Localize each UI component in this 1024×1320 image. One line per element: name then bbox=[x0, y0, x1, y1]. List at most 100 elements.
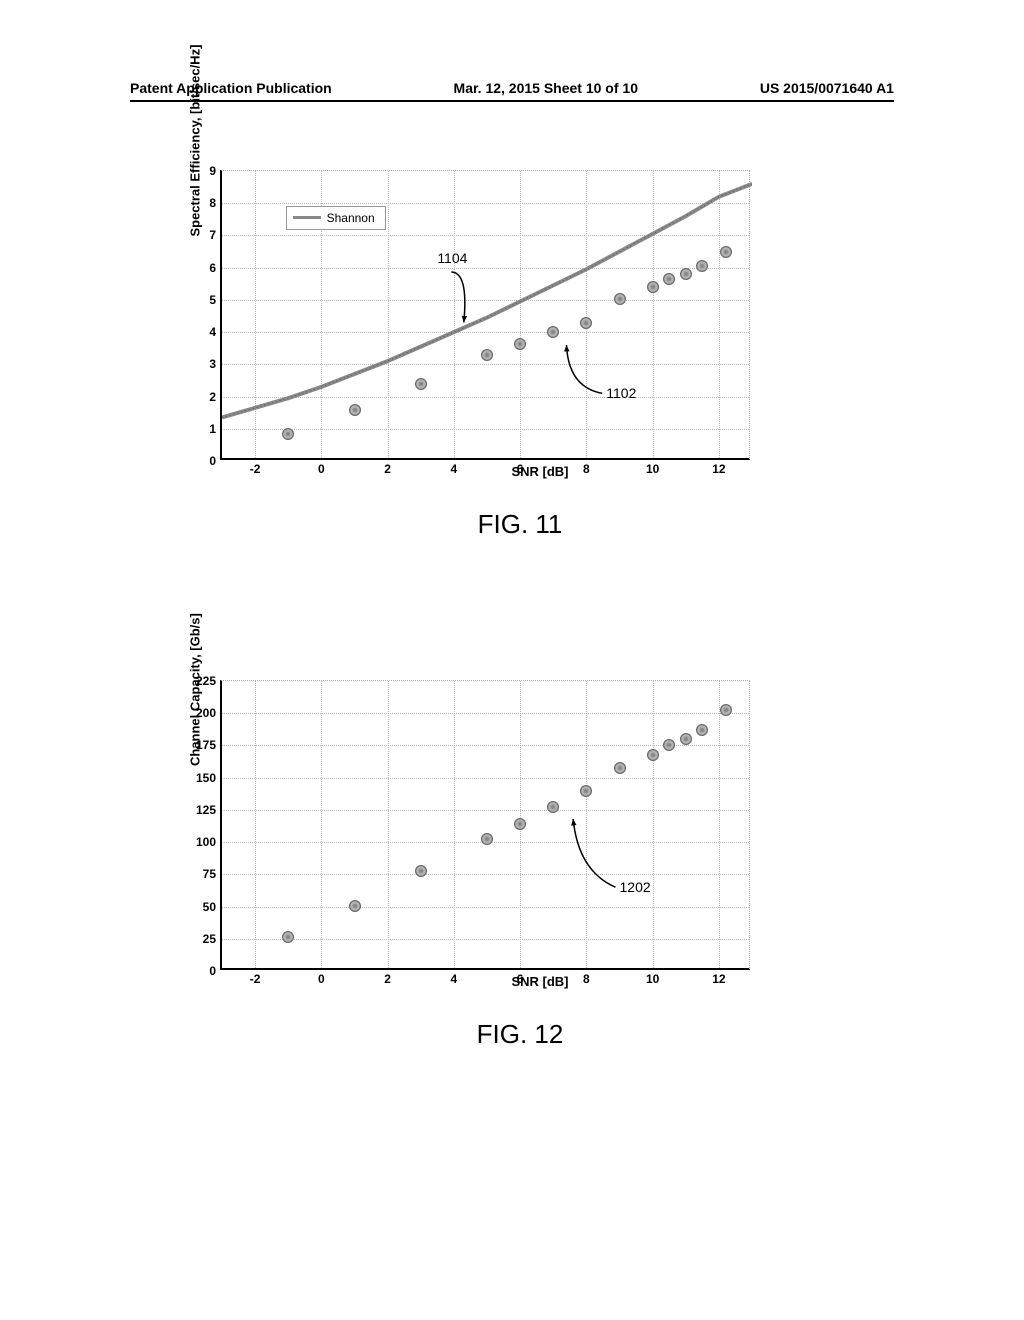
gridline-h bbox=[222, 939, 749, 940]
scatter-point bbox=[514, 338, 526, 350]
xtick-label: 10 bbox=[646, 458, 659, 476]
gridline-h bbox=[222, 397, 749, 398]
fig12-xlabel: SNR [dB] bbox=[250, 974, 830, 989]
scatter-point bbox=[349, 404, 361, 416]
fig11-ylabel: Spectral Efficiency, [bit/sec/Hz] bbox=[188, 44, 203, 236]
scatter-point bbox=[580, 785, 592, 797]
gridline-v bbox=[454, 681, 455, 968]
gridline-v bbox=[653, 171, 654, 458]
gridline-h bbox=[222, 778, 749, 779]
annotation-label: 1102 bbox=[606, 385, 636, 401]
gridline-v bbox=[653, 681, 654, 968]
gridline-h bbox=[222, 268, 749, 269]
scatter-point bbox=[614, 293, 626, 305]
gridline-h bbox=[222, 300, 749, 301]
scatter-point bbox=[415, 865, 427, 877]
scatter-point bbox=[680, 268, 692, 280]
gridline-h bbox=[222, 332, 749, 333]
ytick-label: 7 bbox=[209, 228, 222, 242]
figure-11: Spectral Efficiency, [bit/sec/Hz] 012345… bbox=[180, 170, 830, 540]
legend-label: Shannon bbox=[327, 211, 375, 225]
ytick-label: 6 bbox=[209, 261, 222, 275]
chart-overlay bbox=[222, 681, 752, 971]
ytick-label: 200 bbox=[196, 706, 222, 720]
ytick-label: 0 bbox=[209, 964, 222, 978]
ytick-label: 125 bbox=[196, 803, 222, 817]
gridline-h bbox=[222, 713, 749, 714]
scatter-point bbox=[663, 273, 675, 285]
page-header: Patent Application Publication Mar. 12, … bbox=[130, 80, 894, 102]
fig11-plot-area: 0123456789-202468101211041102Shannon bbox=[220, 170, 750, 460]
xtick-label: 6 bbox=[517, 458, 524, 476]
xtick-label: 4 bbox=[451, 968, 458, 986]
xtick-label: 0 bbox=[318, 458, 325, 476]
scatter-point bbox=[415, 378, 427, 390]
xtick-label: 12 bbox=[712, 458, 725, 476]
annotation-label: 1104 bbox=[437, 250, 467, 266]
scatter-point bbox=[514, 818, 526, 830]
fig12-plot-area: 0255075100125150175200225-20246810121202 bbox=[220, 680, 750, 970]
scatter-point bbox=[282, 931, 294, 943]
scatter-point bbox=[282, 428, 294, 440]
gridline-v bbox=[520, 171, 521, 458]
scatter-point bbox=[647, 281, 659, 293]
fig11-title: FIG. 11 bbox=[210, 509, 830, 540]
ytick-label: 0 bbox=[209, 454, 222, 468]
scatter-point bbox=[663, 739, 675, 751]
gridline-h bbox=[222, 203, 749, 204]
legend: Shannon bbox=[286, 206, 386, 230]
scatter-point bbox=[580, 317, 592, 329]
gridline-h bbox=[222, 810, 749, 811]
ytick-label: 75 bbox=[203, 867, 222, 881]
scatter-point bbox=[547, 801, 559, 813]
gridline-h bbox=[222, 429, 749, 430]
ytick-label: 100 bbox=[196, 835, 222, 849]
fig12-title: FIG. 12 bbox=[210, 1019, 830, 1050]
ytick-label: 50 bbox=[203, 900, 222, 914]
gridline-h bbox=[222, 874, 749, 875]
xtick-label: 4 bbox=[451, 458, 458, 476]
scatter-point bbox=[680, 733, 692, 745]
scatter-point bbox=[349, 900, 361, 912]
xtick-label: 8 bbox=[583, 968, 590, 986]
header-center: Mar. 12, 2015 Sheet 10 of 10 bbox=[454, 80, 638, 96]
xtick-label: -2 bbox=[250, 458, 261, 476]
scatter-point bbox=[647, 749, 659, 761]
gridline-v bbox=[586, 681, 587, 968]
scatter-point bbox=[720, 704, 732, 716]
ytick-label: 8 bbox=[209, 196, 222, 210]
xtick-label: 10 bbox=[646, 968, 659, 986]
xtick-label: 6 bbox=[517, 968, 524, 986]
scatter-point bbox=[696, 724, 708, 736]
annotation-label: 1202 bbox=[620, 879, 651, 895]
gridline-v bbox=[321, 681, 322, 968]
scatter-point bbox=[696, 260, 708, 272]
xtick-label: 2 bbox=[384, 968, 391, 986]
scatter-point bbox=[481, 833, 493, 845]
scatter-point bbox=[481, 349, 493, 361]
gridline-v bbox=[719, 171, 720, 458]
ytick-label: 9 bbox=[209, 164, 222, 178]
gridline-v bbox=[388, 681, 389, 968]
header-right: US 2015/0071640 A1 bbox=[760, 80, 894, 96]
gridline-v bbox=[255, 171, 256, 458]
ytick-label: 3 bbox=[209, 357, 222, 371]
ytick-label: 225 bbox=[196, 674, 222, 688]
xtick-label: 8 bbox=[583, 458, 590, 476]
xtick-label: 12 bbox=[712, 968, 725, 986]
xtick-label: -2 bbox=[250, 968, 261, 986]
fig11-xlabel: SNR [dB] bbox=[250, 464, 830, 479]
ytick-label: 5 bbox=[209, 293, 222, 307]
ytick-label: 25 bbox=[203, 932, 222, 946]
gridline-v bbox=[388, 171, 389, 458]
ytick-label: 1 bbox=[209, 422, 222, 436]
scatter-point bbox=[720, 246, 732, 258]
legend-line-icon bbox=[293, 216, 321, 219]
gridline-h bbox=[222, 364, 749, 365]
gridline-v bbox=[454, 171, 455, 458]
gridline-v bbox=[255, 681, 256, 968]
header-left: Patent Application Publication bbox=[130, 80, 332, 96]
gridline-h bbox=[222, 235, 749, 236]
gridline-v bbox=[719, 681, 720, 968]
scatter-point bbox=[614, 762, 626, 774]
